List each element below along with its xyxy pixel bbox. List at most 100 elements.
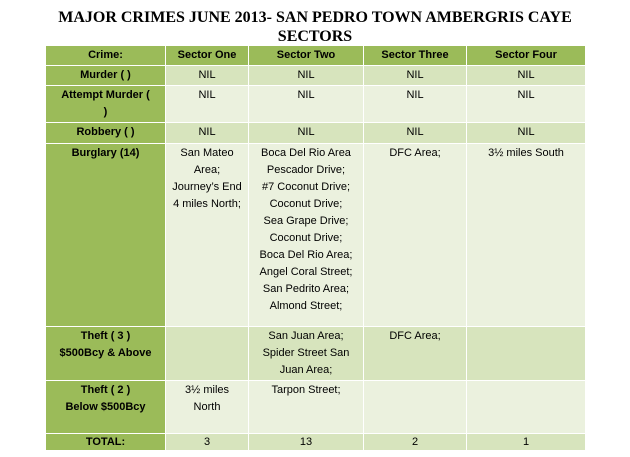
row-label: Theft ( 3 ) $500Bcy & Above bbox=[45, 326, 166, 381]
cell bbox=[165, 326, 249, 381]
cell-line: Sea Grape Drive; bbox=[263, 215, 349, 227]
row-label: Burglary (14) bbox=[45, 143, 166, 327]
table-row: Burglary (14) San Mateo Area; Journey’s End… bbox=[45, 143, 586, 327]
cell-line: Spider Street San bbox=[262, 347, 350, 359]
cell-line: Tarpon Street; bbox=[271, 384, 341, 396]
cell-line: $500Bcy & Above bbox=[59, 347, 152, 359]
cell: San Juan Area; Spider Street San Juan Area… bbox=[248, 326, 364, 381]
cell-line: North bbox=[193, 401, 221, 413]
column-header: Crime: bbox=[45, 45, 166, 66]
cell: NIL bbox=[363, 85, 467, 123]
cell-line: TOTAL: bbox=[85, 436, 126, 448]
cell-line: Murder ( ) bbox=[80, 69, 131, 81]
cell-line: Juan Area; bbox=[279, 364, 333, 376]
cell-line: DFC Area; bbox=[389, 330, 441, 342]
cell-line: 13 bbox=[299, 436, 313, 448]
cell: NIL bbox=[363, 122, 467, 144]
cell-line: Theft ( 3 ) bbox=[80, 330, 131, 342]
cell-line: Angel Coral Street; bbox=[259, 266, 353, 278]
cell-line: NIL bbox=[517, 69, 535, 81]
cell: 3½ miles South bbox=[466, 143, 586, 327]
cell-line: NIL bbox=[406, 69, 424, 81]
cell-line: Coconut Drive; bbox=[269, 232, 343, 244]
table-row: Theft ( 3 ) $500Bcy & Above San Juan Area;… bbox=[45, 326, 586, 381]
row-label: Murder ( ) bbox=[45, 65, 166, 86]
cell: NIL bbox=[165, 65, 249, 86]
header-row: Crime: Sector One Sector Two Sector Three Se… bbox=[45, 45, 586, 66]
cell: 1 bbox=[466, 433, 586, 451]
cell: NIL bbox=[363, 65, 467, 86]
cell-line: NIL bbox=[406, 126, 424, 138]
cell-line: NIL bbox=[198, 126, 216, 138]
cell-line: San Pedrito Area; bbox=[262, 283, 350, 295]
cell bbox=[466, 380, 586, 434]
cell-line: NIL bbox=[198, 69, 216, 81]
cell-line: Almond Street; bbox=[269, 300, 343, 312]
cell-line: 3 bbox=[203, 436, 211, 448]
cell: NIL bbox=[466, 85, 586, 123]
column-header: Sector Two bbox=[248, 45, 364, 66]
cell-line: ) bbox=[103, 106, 108, 118]
column-header: Sector Three bbox=[363, 45, 467, 66]
cell-line: Attempt Murder ( bbox=[61, 89, 150, 101]
cell-line: #7 Coconut Drive; bbox=[261, 181, 351, 193]
row-label: Theft ( 2 ) Below $500Bcy bbox=[45, 380, 166, 434]
cell-line: Boca Del Rio Area bbox=[261, 147, 351, 159]
cell: 3 bbox=[165, 433, 249, 451]
cell: NIL bbox=[466, 122, 586, 144]
cell-line: 4 miles North; bbox=[173, 198, 241, 210]
cell-line: 3½ miles bbox=[184, 384, 230, 396]
cell: NIL bbox=[466, 65, 586, 86]
cell: 2 bbox=[363, 433, 467, 451]
cell: 13 bbox=[248, 433, 364, 451]
crime-table: Crime: Sector One Sector Two Sector Three Se… bbox=[45, 45, 586, 451]
cell: NIL bbox=[248, 122, 364, 144]
cell-line: Pescador Drive; bbox=[266, 164, 346, 176]
cell: NIL bbox=[248, 85, 364, 123]
table-row: TOTAL: 3 13 2 1 bbox=[45, 433, 586, 451]
cell: 3½ miles North bbox=[165, 380, 249, 434]
cell-line: Burglary (14) bbox=[71, 147, 140, 159]
column-header: Sector One bbox=[165, 45, 249, 66]
cell: NIL bbox=[165, 85, 249, 123]
table-row: Murder ( ) NIL NIL NIL NIL bbox=[45, 65, 586, 86]
cell: San Mateo Area; Journey’s End 4 miles North… bbox=[165, 143, 249, 327]
cell-line: 3½ miles South bbox=[488, 147, 564, 159]
cell-line: Robbery ( ) bbox=[76, 126, 135, 138]
cell-line: Below $500Bcy bbox=[65, 401, 146, 413]
cell-line: NIL bbox=[517, 126, 535, 138]
cell-line: Theft ( 2 ) bbox=[80, 384, 131, 396]
title: MAJOR CRIMES JUNE 2013- SAN PEDRO TOWN A… bbox=[58, 9, 572, 45]
row-label: Robbery ( ) bbox=[45, 122, 166, 144]
cell-line: San Juan Area; bbox=[268, 330, 344, 342]
cell: Boca Del Rio Area Pescador Drive; #7 Cocon… bbox=[248, 143, 364, 327]
cell bbox=[466, 326, 586, 381]
cell-line: Boca Del Rio Area; bbox=[259, 249, 353, 261]
cell-line: Coconut Drive; bbox=[269, 198, 343, 210]
cell-line: DFC Area; bbox=[389, 147, 441, 159]
cell: DFC Area; bbox=[363, 143, 467, 327]
row-label: TOTAL: bbox=[45, 433, 166, 451]
cell bbox=[363, 380, 467, 434]
cell-line: NIL bbox=[297, 126, 315, 138]
table-row: Robbery ( ) NIL NIL NIL NIL bbox=[45, 122, 586, 144]
cell-line: 1 bbox=[522, 436, 530, 448]
cell-line: NIL bbox=[406, 89, 424, 101]
cell: Tarpon Street; bbox=[248, 380, 364, 434]
table-row: Attempt Murder () NIL NIL NIL NIL bbox=[45, 85, 586, 123]
row-label: Attempt Murder () bbox=[45, 85, 166, 123]
cell-line: NIL bbox=[297, 69, 315, 81]
cell-line: Journey’s End bbox=[172, 181, 242, 193]
cell-line: NIL bbox=[198, 89, 216, 101]
cell: NIL bbox=[165, 122, 249, 144]
cell-line: San Mateo bbox=[180, 147, 234, 159]
cell: DFC Area; bbox=[363, 326, 467, 381]
column-header: Sector Four bbox=[466, 45, 586, 66]
table-body: Murder ( ) NIL NIL NIL NIL Attempt Murder () N… bbox=[45, 65, 586, 451]
table-row: Theft ( 2 ) Below $500Bcy 3½ miles North Tar… bbox=[45, 380, 586, 434]
cell-line: Area; bbox=[193, 164, 221, 176]
cell: NIL bbox=[248, 65, 364, 86]
cell-line: NIL bbox=[297, 89, 315, 101]
cell-line: 2 bbox=[411, 436, 419, 448]
